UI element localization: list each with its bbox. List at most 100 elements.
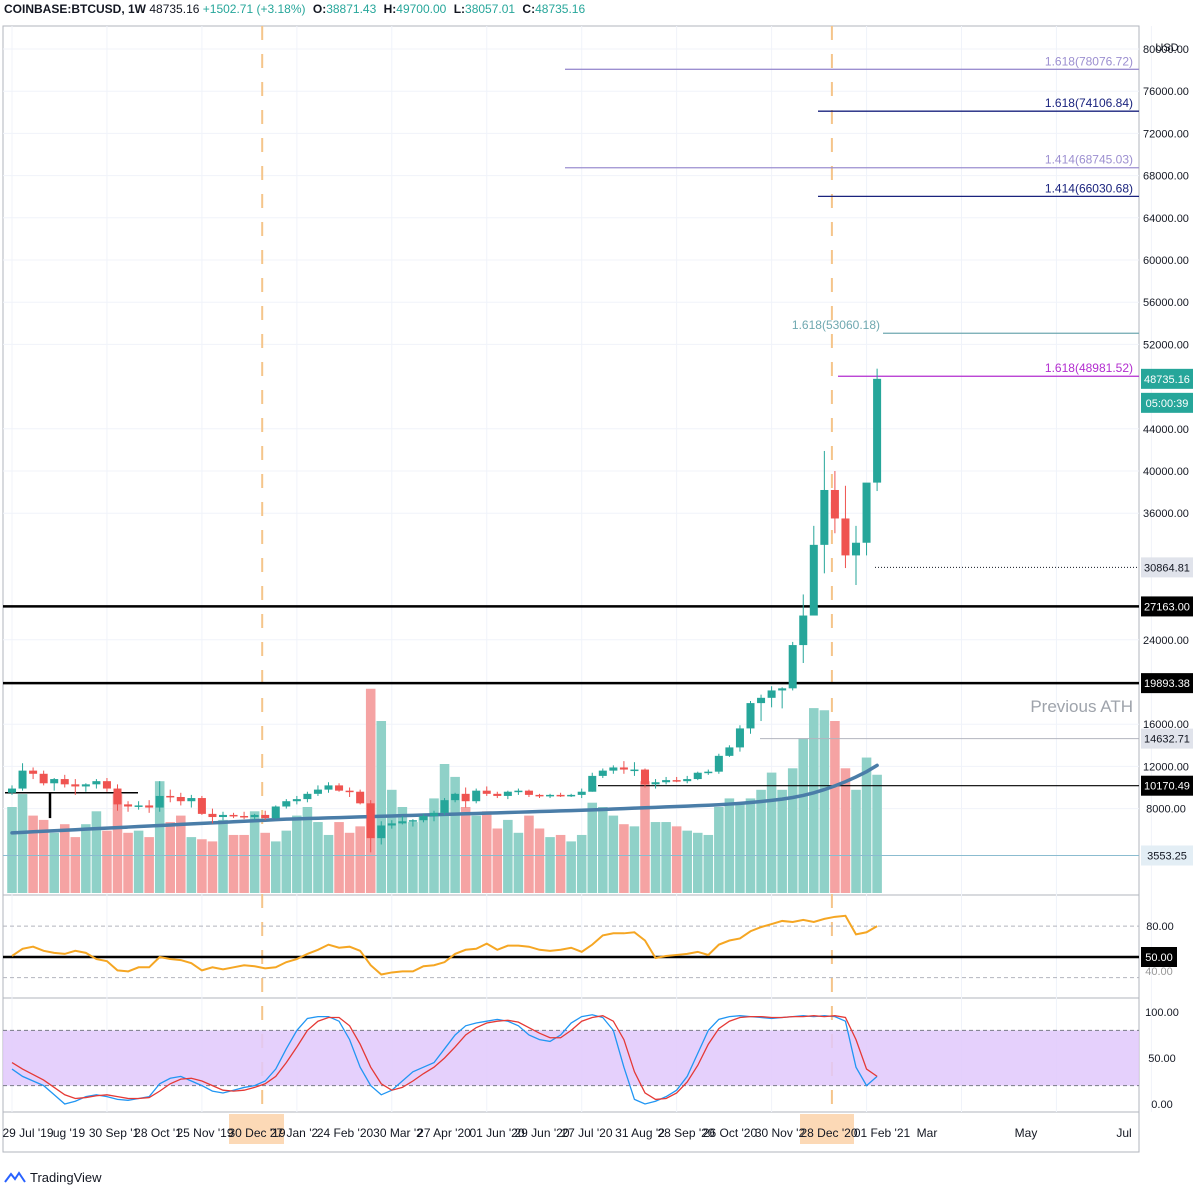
time-tick-label: May (1015, 1126, 1038, 1140)
volume-bar (218, 819, 228, 893)
volume-bar (851, 789, 861, 893)
candle-body (303, 793, 312, 800)
stoch-tick-label: 100.00 (1145, 1007, 1179, 1019)
volume-bar (176, 815, 186, 893)
volume-bar (408, 822, 418, 893)
candle-body (240, 815, 249, 818)
volume-bar (724, 798, 735, 893)
brand-label: TradingView (30, 1169, 102, 1185)
price-tick-label: 40000.00 (1143, 466, 1189, 478)
close-label: C: (522, 2, 536, 16)
candle-body (356, 791, 365, 804)
candle-body (102, 781, 111, 789)
volume-bar (81, 824, 91, 893)
volume-bar (861, 757, 872, 893)
level-price-label: 19893.38 (1144, 678, 1190, 690)
volume-bar (365, 688, 376, 893)
candle-body (799, 615, 808, 646)
candle-body (92, 781, 101, 785)
rsi-tick-label: 80.00 (1146, 921, 1174, 933)
volume-bar (334, 822, 344, 893)
last-price-label: 48735.16 (1144, 374, 1190, 386)
volume-bar (17, 794, 28, 893)
candle-body (820, 489, 829, 545)
time-tick-label: 24 Feb '20 (317, 1126, 374, 1140)
chart-header: COINBASE:BTCUSD, 1W 48735.16 +1502.71 (+… (4, 0, 585, 18)
time-tick-label: Mar (917, 1126, 938, 1140)
candle-body (851, 542, 861, 556)
rsi-tick-label: 50.00 (1145, 952, 1173, 964)
time-tick-label: 28 Sep '20 (657, 1126, 714, 1140)
candle-body (788, 645, 797, 689)
candle-body (229, 814, 238, 817)
candle-body (862, 482, 871, 543)
time-tick-label: 30 Mar '2 (373, 1126, 423, 1140)
volume-bar (777, 789, 787, 893)
candle-body (218, 814, 228, 818)
volume-bar (7, 807, 17, 893)
volume-bar (471, 815, 481, 893)
candle-body (387, 823, 396, 826)
last-price: 48735.16 (149, 2, 200, 16)
volume-bar (735, 802, 745, 893)
candle-body (524, 790, 533, 795)
footer: TradingView (4, 1164, 102, 1190)
time-tick-label: 27 Jul '20 (562, 1126, 613, 1140)
candle-body (271, 806, 280, 819)
candle-body (60, 779, 69, 785)
volume-bar (49, 832, 59, 893)
previous-ath-label: Previous ATH (1030, 697, 1133, 716)
candle-body (176, 796, 185, 802)
countdown-tag (1141, 392, 1193, 413)
time-tick-label: 29 Jul '19 (3, 1126, 54, 1140)
level-price-label: 14632.71 (1144, 734, 1190, 746)
low-value: 38057.01 (465, 2, 516, 16)
high-label: H: (383, 2, 397, 16)
candle-body (778, 688, 787, 691)
candle-body (440, 800, 449, 813)
volume-bar (830, 721, 840, 893)
time-tick-label: 01 Feb '21 (854, 1126, 911, 1140)
time-tick-label: 27 Jan '2 (270, 1126, 319, 1140)
candle-body (208, 813, 217, 818)
volume-bar (682, 830, 692, 893)
volume-bar (555, 834, 566, 893)
volume-bar (165, 822, 176, 893)
volume-bar (450, 776, 460, 893)
price-change: +1502.71 (+3.18%) (202, 2, 306, 16)
volume-bar (344, 832, 355, 893)
high-value: 49700.00 (396, 2, 447, 16)
volume-bar (281, 830, 292, 893)
candle-body (704, 771, 713, 774)
low-label: L: (453, 2, 466, 16)
candle-body (187, 798, 196, 802)
candle-body (124, 804, 133, 807)
close-value: 48735.16 (535, 2, 586, 16)
volume-bar (513, 832, 524, 893)
last-price-tag (1141, 368, 1193, 389)
volume-bar (576, 834, 587, 893)
volume-bar (239, 834, 249, 893)
price-tick-label: 8000.00 (1146, 804, 1186, 816)
level-price-tag (1141, 845, 1193, 866)
candle-body (683, 779, 692, 782)
volume-bar (418, 813, 429, 893)
time-tick-label: 01 Jun '20 (469, 1126, 524, 1140)
volume-bar (819, 710, 830, 893)
stoch-k-line (11, 1014, 878, 1105)
open-label: O: (312, 2, 327, 16)
candle-body (39, 773, 48, 784)
candle-body (535, 794, 544, 797)
volume-bar (144, 837, 154, 893)
volume-bar (439, 764, 450, 893)
volume-bar (481, 811, 492, 893)
time-tick-label: 25 Nov '19 (177, 1126, 234, 1140)
rsi-line (11, 914, 878, 976)
price-tick-label: 24000.00 (1143, 635, 1189, 647)
btcusd-weekly-chart[interactable]: 80000.00 76000.00 72000.00 68000.00 64000.00… (0, 0, 1200, 1160)
candle-body (71, 784, 80, 787)
level-price-tag (1141, 673, 1193, 694)
candle-body (18, 770, 27, 789)
candle-body (7, 788, 17, 793)
candle-body (313, 789, 322, 794)
